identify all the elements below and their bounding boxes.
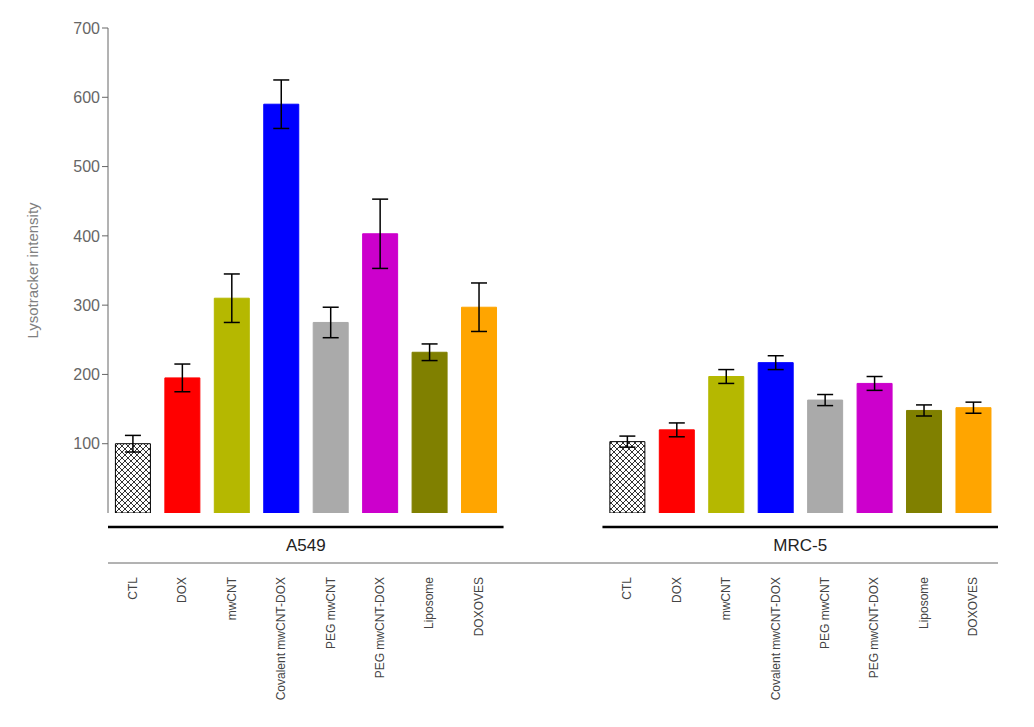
svg-text:CTL: CTL [126,577,140,600]
svg-text:Liposome: Liposome [917,577,931,629]
svg-text:PEG mwCNT: PEG mwCNT [324,576,338,649]
svg-text:PEG mwCNT-DOX: PEG mwCNT-DOX [867,577,881,678]
svg-text:mwCNT: mwCNT [225,576,239,620]
svg-text:DOXOVES: DOXOVES [966,577,980,636]
svg-text:mwCNT: mwCNT [719,576,733,620]
svg-text:PEG mwCNT-DOX: PEG mwCNT-DOX [373,577,387,678]
svg-text:300: 300 [73,297,100,314]
svg-text:500: 500 [73,158,100,175]
svg-text:DOX: DOX [175,577,189,603]
svg-text:700: 700 [73,20,100,37]
svg-text:Covalent mwCNT-DOX: Covalent mwCNT-DOX [274,577,288,700]
svg-text:A549: A549 [286,536,326,555]
svg-text:MRC-5: MRC-5 [773,536,827,555]
svg-text:DOX: DOX [670,577,684,603]
svg-text:Covalent mwCNT-DOX: Covalent mwCNT-DOX [769,577,783,700]
svg-text:600: 600 [73,89,100,106]
svg-text:CTL: CTL [620,577,634,600]
svg-text:DOXOVES: DOXOVES [472,577,486,636]
svg-text:Liposome: Liposome [422,577,436,629]
svg-text:PEG mwCNT: PEG mwCNT [818,576,832,649]
svg-text:200: 200 [73,366,100,383]
svg-text:Lysotracker intensity: Lysotracker intensity [24,202,41,339]
svg-text:400: 400 [73,228,100,245]
svg-text:100: 100 [73,435,100,452]
